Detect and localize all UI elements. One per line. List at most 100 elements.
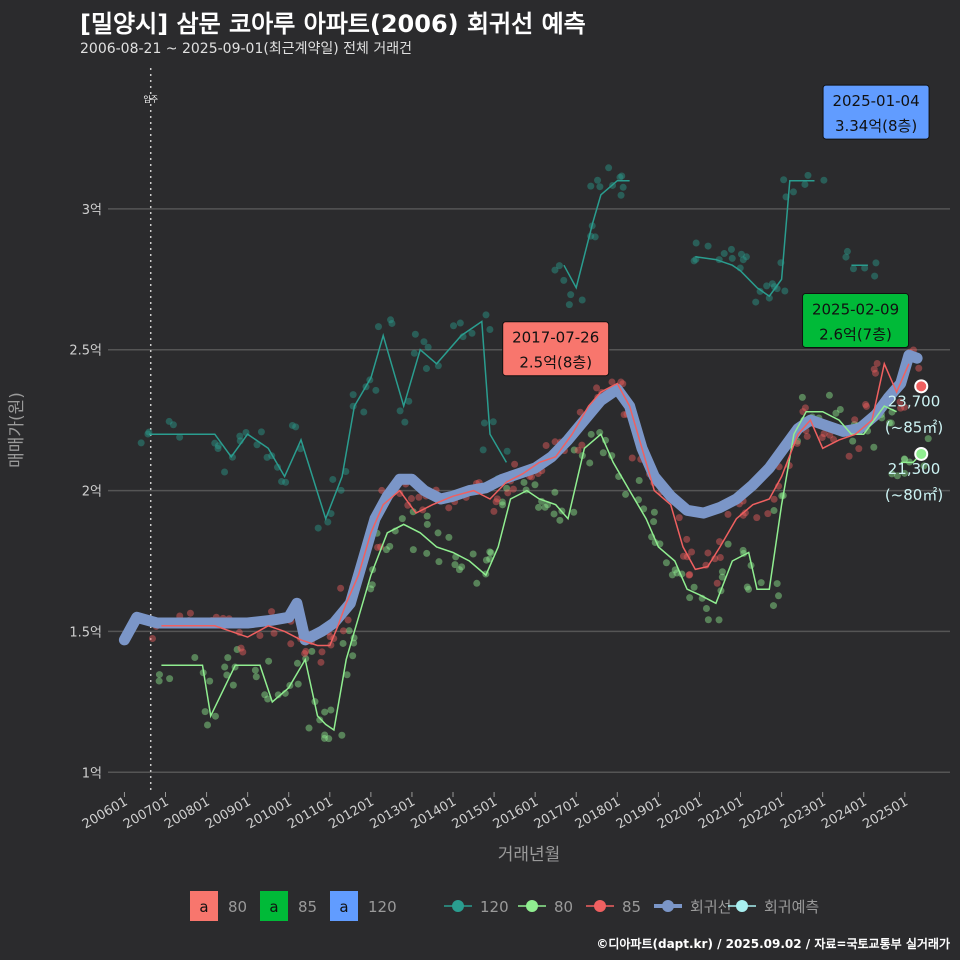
scatter-point [535,503,543,511]
scatter-point [650,518,658,526]
scatter-point [780,176,788,184]
scatter-point [915,364,923,372]
regression-line [118,349,923,646]
scatter-point [745,585,753,593]
annotation-price: 3.34억(8층) [835,117,917,135]
scatter-point [801,404,809,412]
legend-key: a [269,898,278,916]
scatter-point [683,535,691,543]
scatter-point [770,507,778,515]
scatter-point [468,329,476,337]
scatter-point [396,407,404,415]
move-in-label: 입주 [143,95,158,104]
annotation-box [802,293,910,349]
scatter-point [493,495,501,503]
scatter-point [324,518,332,526]
scatter-point [781,287,789,295]
scatter-point [818,433,826,441]
scatter-point [773,580,781,588]
scatter-point [368,581,376,589]
scatter-point [628,454,636,462]
scatter-point [256,632,264,640]
y-tick-label: 2.5억 [69,344,102,359]
scatter-point [405,397,413,405]
scatter-point [826,431,834,439]
scatter-point [924,435,932,443]
scatter-point [360,408,368,416]
scatter-point [605,164,613,172]
scatter-point [374,323,382,331]
scatter-point [252,673,260,681]
scatter-point [574,446,582,454]
scatter-point [578,296,586,304]
scatter-point [556,516,564,524]
series-line-120 [149,320,508,521]
scatter-point [144,430,152,438]
scatter-point [718,568,726,576]
scatter-point [479,446,487,454]
annotation-price: 2.5억(8층) [519,354,592,372]
scatter-point [551,266,559,274]
scatter-point [671,566,679,574]
scatter-point [257,428,265,436]
x-tick-label: 202401 [819,794,869,832]
scatter-point [541,503,549,511]
scatter-point [702,605,710,613]
scatter-point [165,417,173,425]
forecast-point [914,379,929,394]
scatter-point [274,691,282,699]
scatter-point [900,455,908,463]
legend-dot [526,900,538,912]
scatter-point [221,468,229,476]
scatter-point [326,633,334,641]
scatter-point [769,602,777,610]
scatter-point [752,298,760,306]
scatter-point [741,509,749,517]
scatter-point [509,485,517,493]
scatter-point [301,650,309,658]
x-tick-label: 202301 [778,794,828,832]
legend-label: 85 [298,898,317,916]
x-tick-label: 201301 [367,794,417,832]
scatter-point [531,481,539,489]
scatter-point [401,418,409,426]
scatter-point [742,253,750,261]
x-tick-label: 201701 [532,794,582,832]
forecast-value: 21,300 [888,460,941,478]
scatter-point [920,462,928,470]
scatter-point [863,402,871,410]
scatter-point [388,319,396,327]
scatter-point [804,171,812,179]
scatter-point [201,708,209,716]
scatter-point [445,504,453,512]
legend-line-label: 80 [554,898,573,916]
scatter-point [893,472,901,480]
scatter-point [411,330,419,338]
legend-line-label: 85 [622,898,641,916]
y-axis-title: 매매가(원) [7,392,27,468]
scatter-point [565,301,573,309]
scatter-point [288,421,296,429]
scatter-point [155,677,163,685]
scatter-point [594,176,602,184]
scatter-point [263,453,271,461]
scatter-point [372,386,380,394]
scatter-point [739,546,747,554]
scatter-point [567,291,575,299]
forecast-area: (~85㎡) [885,418,943,436]
scatter-point [619,183,627,191]
scatter-point [498,498,506,506]
scatter-point [901,469,909,477]
scatter-point [339,627,347,635]
scatter-point [757,579,765,587]
scatter-point [137,439,145,447]
scatter-point [305,724,313,732]
scatter-point [314,524,322,532]
x-tick-label: 201401 [409,794,459,832]
x-tick-label: 201901 [614,794,664,832]
scatter-point [296,445,304,453]
scatter-point [204,721,212,729]
scatter-point [832,409,840,417]
legend-line-label: 120 [480,898,509,916]
scatter-point [409,508,417,516]
